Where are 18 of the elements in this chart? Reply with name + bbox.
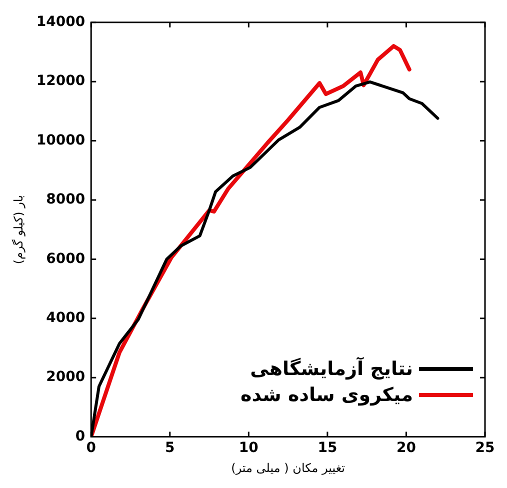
- y-tick-label: 10000: [36, 132, 86, 148]
- x-axis-title: تغییر مکان ( میلی متر): [231, 460, 345, 475]
- x-tick-label: 0: [86, 440, 96, 456]
- y-tick-label: 6000: [46, 250, 86, 267]
- y-tick-label: 0: [75, 428, 86, 444]
- legend-label: نتایج آزمایشگاهی: [250, 356, 413, 382]
- x-tick-label: 25: [475, 440, 495, 456]
- y-tick-label: 2000: [46, 369, 86, 386]
- y-tick-label: 8000: [46, 192, 86, 208]
- x-tick-label: 5: [165, 440, 175, 456]
- y-tick-label: 4000: [46, 310, 86, 326]
- legend-label: میکروی ساده شده: [240, 383, 413, 408]
- y-axis-title: بار (کیلو گرم): [11, 195, 26, 264]
- x-tick-label: 15: [318, 440, 338, 456]
- x-tick-label: 20: [396, 440, 416, 456]
- y-tick-label: 12000: [36, 73, 86, 90]
- x-tick-label: 10: [238, 440, 259, 456]
- y-tick-label: 14000: [36, 14, 86, 30]
